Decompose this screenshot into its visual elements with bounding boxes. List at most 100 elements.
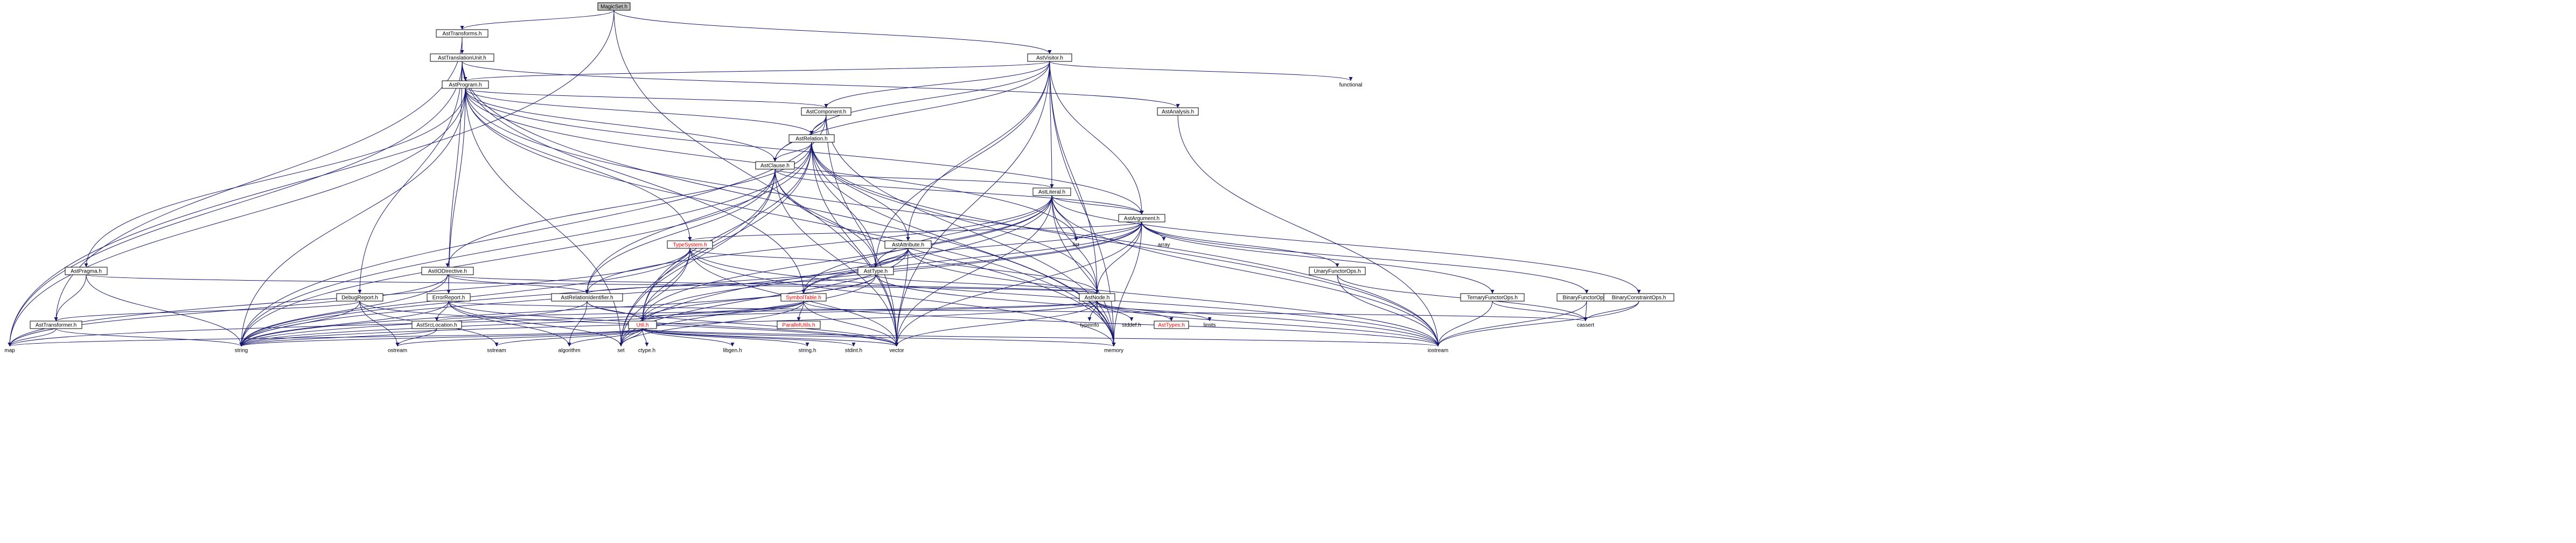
node-list: list — [1073, 242, 1079, 248]
node-ternaryfunctorops[interactable]: TernaryFunctorOps.h — [1460, 293, 1525, 302]
node-label-ostream: ostream — [388, 348, 407, 354]
node-box-astanalysis — [1157, 107, 1199, 116]
edge-astliteral-to-astrelationidentifier — [585, 195, 1052, 294]
node-cassert: cassert — [1577, 323, 1594, 329]
node-array: array — [1158, 242, 1170, 248]
node-box-astclause — [755, 161, 795, 170]
edge-astanalysis-to-iostream — [1177, 115, 1440, 347]
edge-astprogram-to-astpragma — [84, 88, 466, 268]
node-astpragma[interactable]: AstPragma.h — [65, 267, 108, 275]
edge-astnode-to-typeinfo — [1087, 301, 1098, 322]
node-errorreport[interactable]: ErrorReport.h — [427, 293, 471, 302]
node-label-astclause: AstClause.h — [760, 163, 790, 169]
node-asttypes[interactable]: AstTypes.h — [1154, 321, 1189, 329]
node-astsrclocation[interactable]: AstSrcLocation.h — [411, 321, 462, 329]
edge-astvisitor-to-astnode — [1049, 61, 1099, 294]
node-parallelutils[interactable]: ParallelUtils.h — [777, 321, 821, 329]
node-label-astliteral: AstLiteral.h — [1038, 190, 1065, 196]
node-vector: vector — [889, 348, 904, 354]
edge-astvisitor-to-astargument — [1049, 61, 1144, 215]
node-label-stddef: stddef.h — [1122, 323, 1141, 329]
edge-astprogram-to-astcomponent — [465, 88, 828, 108]
edge-astliteral-to-iostream — [1051, 195, 1440, 347]
node-binaryconstraintops[interactable]: BinaryConstraintOps.h — [1603, 293, 1674, 302]
edge-asttype-to-astnode — [875, 274, 1099, 294]
node-label-debugreport: DebugReport.h — [341, 295, 378, 301]
node-astclause[interactable]: AstClause.h — [755, 161, 795, 170]
edge-astvisitor-to-asttype — [874, 61, 1050, 268]
node-util[interactable]: Util.h — [628, 321, 657, 329]
node-label-parallelutils: ParallelUtils.h — [782, 323, 815, 329]
edge-errorreport-to-cassert — [448, 301, 1587, 322]
node-asttranslationunit[interactable]: AstTranslationUnit.h — [430, 53, 494, 62]
node-label-functional: functional — [1339, 82, 1363, 88]
node-ostream: ostream — [388, 348, 407, 354]
node-functional: functional — [1339, 82, 1363, 88]
edge-astclause-to-asttype — [774, 169, 878, 268]
edge-typesystem-to-iostream — [689, 248, 1440, 347]
node-unaryfunctorops[interactable]: UnaryFunctorOps.h — [1309, 267, 1366, 275]
node-box-asttransformer — [30, 321, 82, 329]
edge-astrelation-to-astclause — [773, 142, 812, 162]
node-astliteral[interactable]: AstLiteral.h — [1032, 187, 1071, 196]
node-label-astrelation: AstRelation.h — [795, 136, 827, 142]
edge-asttranslationunit-to-errorreport — [446, 61, 463, 294]
node-box-astpragma — [65, 267, 108, 275]
edge-asttranslationunit-to-debugreport — [358, 61, 463, 294]
edge-astrelation-to-memory — [811, 142, 1116, 347]
node-binaryfunctorops[interactable]: BinaryFunctorOps.h — [1556, 293, 1617, 302]
node-box-symboltable — [780, 293, 827, 302]
node-box-binaryconstraintops — [1603, 293, 1674, 302]
edge-asttransformer-to-string — [55, 328, 243, 347]
node-astcomponent[interactable]: AstComponent.h — [801, 107, 851, 116]
edge-astliteral-to-vector — [895, 195, 1052, 347]
edge-astliteral-to-asttype — [874, 195, 1052, 268]
node-astnode[interactable]: AstNode.h — [1079, 293, 1115, 302]
edge-typesystem-to-set — [619, 248, 690, 347]
edge-binaryconstraintops-to-iostream — [1436, 301, 1639, 347]
edge-util-to-string — [239, 328, 643, 347]
edge-magicset-to-vector — [613, 10, 899, 347]
edge-astrelation-to-astrelationidentifier — [585, 142, 812, 294]
edge-astliteral-to-binaryconstraintops — [1051, 195, 1641, 294]
node-debugreport[interactable]: DebugReport.h — [336, 293, 383, 302]
node-asttransforms[interactable]: AstTransforms.h — [436, 29, 488, 38]
node-label-libgen: libgen.h — [723, 348, 742, 354]
node-stddef: stddef.h — [1122, 323, 1141, 329]
edge-astliteral-to-set — [619, 195, 1052, 347]
node-label-sstream: sstream — [487, 348, 506, 354]
edge-astclause-to-astargument — [774, 169, 1144, 215]
node-typesystem[interactable]: TypeSystem.h — [667, 240, 713, 249]
node-label-string: string — [235, 348, 248, 354]
node-symboltable[interactable]: SymbolTable.h — [780, 293, 827, 302]
edge-asttype-to-iostream — [875, 274, 1440, 347]
node-astattribute[interactable]: AstAttribute.h — [884, 240, 932, 249]
node-sstream: sstream — [487, 348, 506, 354]
node-astanalysis[interactable]: AstAnalysis.h — [1157, 107, 1199, 116]
node-label-astargument: AstArgument.h — [1124, 216, 1160, 222]
edge-astnode-to-asttypes — [1097, 301, 1174, 322]
node-astrelation[interactable]: AstRelation.h — [788, 134, 835, 143]
node-asttransformer[interactable]: AstTransformer.h — [30, 321, 82, 329]
edge-astargument-to-list — [1074, 221, 1142, 241]
node-astiodirective[interactable]: AstIODirective.h — [421, 267, 474, 275]
node-astargument[interactable]: AstArgument.h — [1118, 214, 1165, 222]
node-asttype[interactable]: AstType.h — [857, 267, 894, 275]
node-astprogram[interactable]: AstProgram.h — [442, 80, 489, 89]
edge-symboltable-to-util — [640, 301, 804, 322]
edge-symboltable-to-vector — [803, 301, 899, 347]
edge-magicset-to-asttransforms — [460, 10, 615, 30]
edge-astcomponent-to-string — [239, 115, 827, 347]
node-label-astattribute: AstAttribute.h — [892, 242, 924, 248]
edge-asttranslationunit-to-map — [8, 61, 463, 347]
node-label-limits: limits — [1204, 323, 1216, 329]
node-astrelationidentifier[interactable]: AstRelationIdentifier.h — [551, 293, 623, 302]
edge-ternaryfunctorops-to-cassert — [1492, 301, 1588, 322]
node-box-astrelationidentifier — [551, 293, 623, 302]
node-magicset[interactable]: MagicSet.h — [597, 2, 631, 11]
node-box-astsrclocation — [411, 321, 462, 329]
node-astvisitor[interactable]: AstVisitor.h — [1027, 53, 1072, 62]
node-box-astiodirective — [421, 267, 474, 275]
edge-astrelationidentifier-to-algorithm — [567, 301, 588, 347]
